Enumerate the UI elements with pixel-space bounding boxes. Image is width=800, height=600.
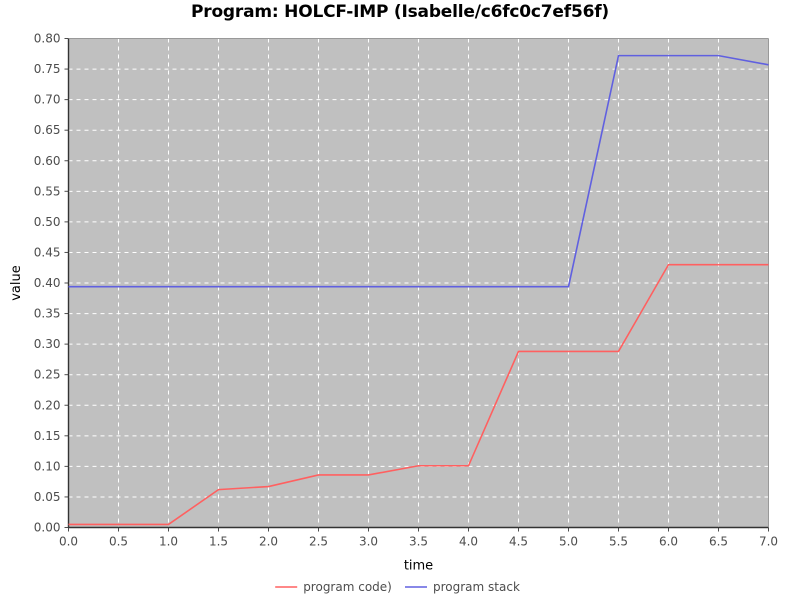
plot-frame — [67, 38, 769, 529]
y-axis-label: value — [9, 265, 24, 301]
x-axis-tick-label: 5.5 — [609, 535, 628, 549]
y-axis-tick-label: 0.15 — [34, 429, 61, 443]
x-axis-tick-label: 0.0 — [59, 535, 78, 549]
data-series-layer — [68, 54, 769, 526]
x-axis-tick-label: 2.5 — [309, 535, 328, 549]
y-axis-tick-label: 0.70 — [34, 93, 61, 107]
y-axis-tick-label: 0.35 — [34, 307, 61, 321]
x-axis-tick-label: 7.0 — [759, 535, 778, 549]
axis-tick-labels: 0.00 0.05 0.10 0.15 0.20 0.25 0.30 0.35 0.40 0.45… — [34, 32, 778, 549]
x-axis-tick-label: 6.0 — [659, 535, 678, 549]
x-axis-tick-label: 6.5 — [709, 535, 728, 549]
x-axis-tick-label: 1.0 — [159, 535, 178, 549]
x-axis-tick-label: 2.0 — [259, 535, 278, 549]
y-axis-tick-label: 0.40 — [34, 276, 61, 290]
series-line-0 — [68, 263, 769, 526]
y-axis-tick-label: 0.50 — [34, 215, 61, 229]
legend-label-0: program code) — [303, 580, 392, 594]
x-axis-tick-label: 3.5 — [409, 535, 428, 549]
y-axis-tick-label: 0.25 — [34, 368, 61, 382]
x-axis-tick-label: 0.5 — [109, 535, 128, 549]
chart-legend: program code) program stack — [275, 580, 520, 594]
y-axis-tick-label: 0.60 — [34, 154, 61, 168]
x-axis-label: time — [404, 559, 433, 574]
x-axis-tick-label: 3.0 — [359, 535, 378, 549]
y-axis-tick-label: 0.55 — [34, 184, 61, 198]
y-axis-tick-label: 0.10 — [34, 459, 61, 473]
y-axis-tick-label: 0.80 — [34, 32, 61, 46]
y-axis-tick-label: 0.75 — [34, 62, 61, 76]
x-axis-tick-label: 5.0 — [559, 535, 578, 549]
y-axis-tick-label: 0.00 — [34, 521, 61, 535]
y-axis-tick-label: 0.20 — [34, 398, 61, 412]
chart-title: Program: HOLCF-IMP (Isabelle/c6fc0c7ef56… — [191, 2, 609, 22]
series-line-1 — [68, 54, 769, 288]
x-axis-tick-label: 1.5 — [209, 535, 228, 549]
y-axis-tick-label: 0.05 — [34, 490, 61, 504]
y-axis-tick-label: 0.45 — [34, 245, 61, 259]
x-axis-tick-label: 4.5 — [509, 535, 528, 549]
legend-label-1: program stack — [433, 580, 520, 594]
y-axis-tick-label: 0.30 — [34, 337, 61, 351]
x-axis-tick-label: 4.0 — [459, 535, 478, 549]
y-axis-tick-label: 0.65 — [34, 123, 61, 137]
